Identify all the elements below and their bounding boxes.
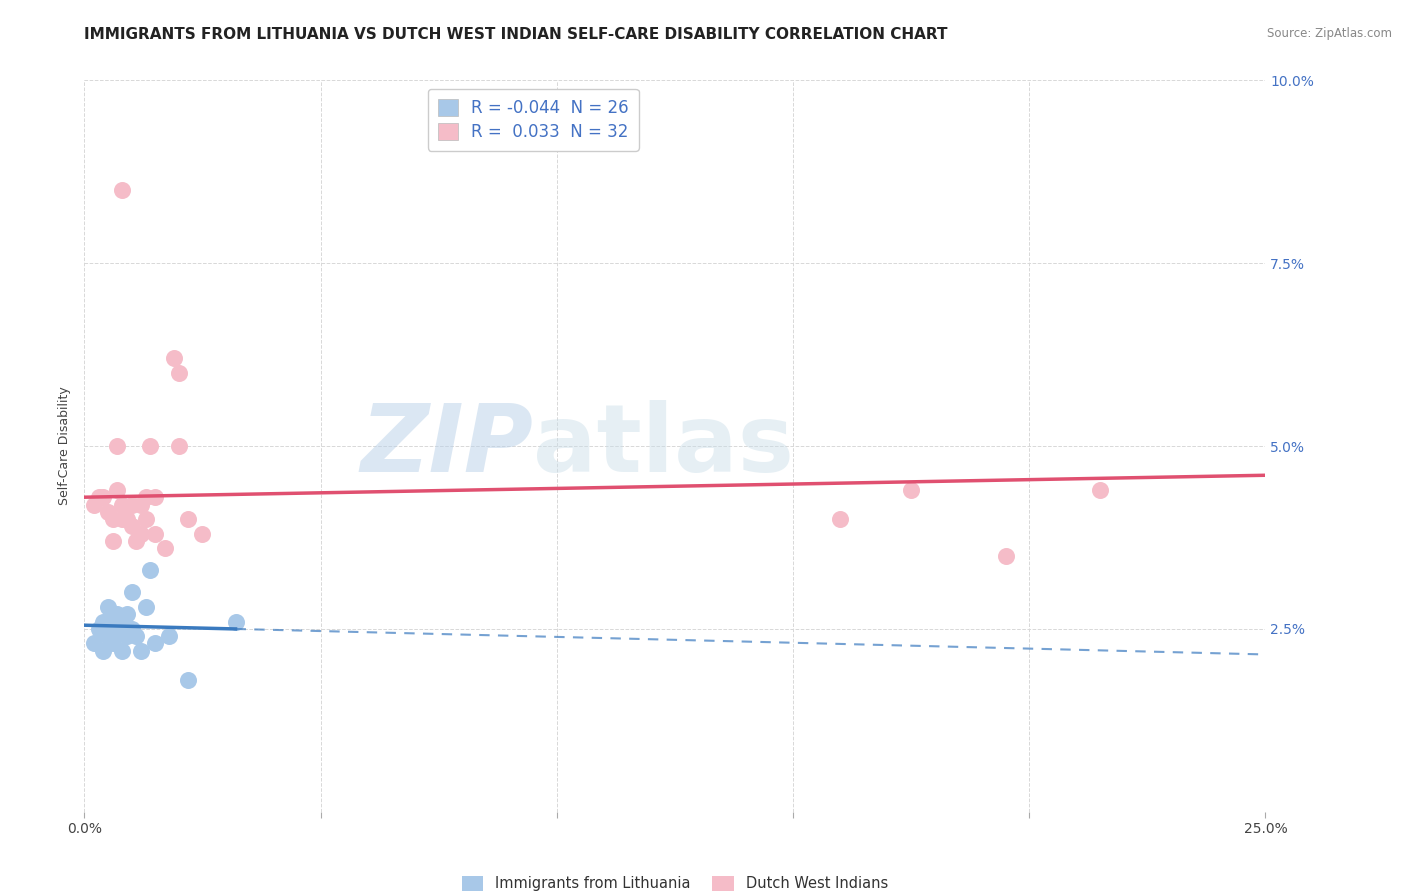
Point [830,512,852,526]
Point [107,622,129,636]
Point [107,607,129,622]
Point [1088,483,1111,497]
Text: atlas: atlas [533,400,794,492]
Point [163,351,186,366]
Point [143,490,166,504]
Point [111,512,134,526]
Point [107,483,129,497]
Point [101,534,124,549]
Point [115,629,138,643]
Y-axis label: Self-Care Disability: Self-Care Disability [58,386,72,506]
Point [91,644,114,658]
Point [167,439,190,453]
Point [91,490,114,504]
Point [97,599,120,614]
Point [111,183,134,197]
Point [87,490,110,504]
Point [135,490,157,504]
Point [153,541,176,556]
Point [994,549,1017,563]
Point [101,622,124,636]
Point [129,498,152,512]
Point [97,505,120,519]
Point [101,607,124,622]
Point [87,622,110,636]
Point [97,615,120,629]
Point [125,534,148,549]
Point [115,607,138,622]
Point [121,519,143,533]
Point [225,615,247,629]
Point [115,512,138,526]
Point [97,629,120,643]
Point [157,629,180,643]
Point [177,673,200,687]
Point [83,636,105,650]
Point [111,615,134,629]
Point [177,512,200,526]
Point [129,644,152,658]
Point [135,599,157,614]
Point [167,366,190,380]
Text: Source: ZipAtlas.com: Source: ZipAtlas.com [1267,27,1392,40]
Point [121,498,143,512]
Text: IMMIGRANTS FROM LITHUANIA VS DUTCH WEST INDIAN SELF-CARE DISABILITY CORRELATION : IMMIGRANTS FROM LITHUANIA VS DUTCH WEST … [84,27,948,42]
Point [111,498,134,512]
Point [101,512,124,526]
Point [101,636,124,650]
Point [139,439,162,453]
Point [139,563,162,577]
Point [143,636,166,650]
Legend: Immigrants from Lithuania, Dutch West Indians: Immigrants from Lithuania, Dutch West In… [456,871,894,892]
Point [129,526,152,541]
Point [83,498,105,512]
Text: ZIP: ZIP [360,400,533,492]
Point [121,585,143,599]
Point [900,483,922,497]
Point [143,526,166,541]
Point [191,526,214,541]
Point [91,615,114,629]
Point [135,512,157,526]
Point [107,439,129,453]
Point [125,629,148,643]
Point [121,622,143,636]
Point [111,644,134,658]
